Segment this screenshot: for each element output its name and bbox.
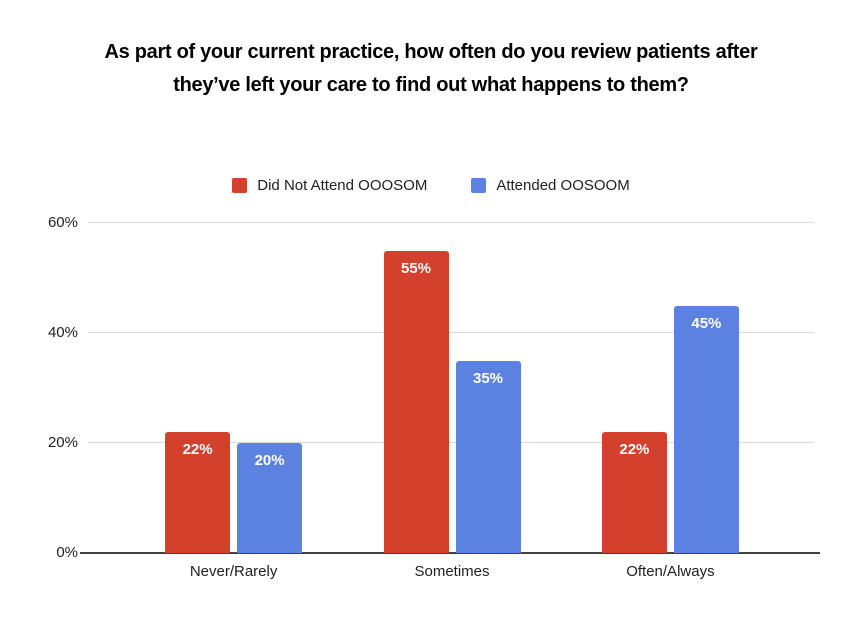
y-axis: 0% 20% 40% 60% [0,0,80,630]
bar-value-label-attended-oosoom-sometimes: 35% [472,369,504,387]
bar-value-label-attended-oosoom-often-always: 45% [691,314,722,332]
y-tick-label-60pct: 60% [47,214,78,231]
bar-value-label-attended-oosoom-never-rarely: 20% [254,452,285,469]
chart-title-line-2: they’ve left your care to find out what … [173,74,689,96]
bar-value-label-did-not-attend-ooosom-never-rarely: 22% [182,441,213,458]
x-axis-line [80,552,820,554]
gridline-40pct [88,332,814,333]
plot-area: 22% 20% Never/Rarely 55% 35% Sometimes 22% 45% O… [80,205,820,580]
legend-item-did-not-attend-ooosom: Did Not Attend OOOSOM [232,177,427,194]
x-category-label-never-rarely: Never/Rarely [189,563,278,580]
bar-did-not-attend-ooosom-often-always: 22% [601,432,667,553]
gridline-60pct [88,222,814,223]
legend-label: Attended OOSOOM [496,176,630,194]
bar-value-label-did-not-attend-ooosom-often-always: 22% [619,441,650,458]
y-tick-label-20pct: 20% [47,434,78,451]
x-category-label-often-always: Often/Always [626,563,715,580]
y-tick-label-40pct: 40% [47,324,78,341]
chart-legend: Did Not Attend OOOSOM Attended OOSOOM [0,172,862,198]
bar-attended-oosoom-sometimes: 35% [455,360,521,553]
chart-title-line-1: As part of your current practice, how of… [104,41,758,63]
bar-attended-oosoom-often-always: 45% [673,305,739,553]
bar-attended-oosoom-never-rarely: 20% [237,443,303,553]
gridline-20pct [88,442,814,443]
legend-item-attended-oosoom: Attended OOSOOM [471,176,630,194]
chart-title: As part of your current practice, how of… [20,36,842,102]
bar-value-label-did-not-attend-ooosom-sometimes: 55% [400,259,432,277]
y-tick-label-0pct: 0% [56,544,78,561]
x-category-label-sometimes: Sometimes [414,563,490,580]
bar-did-not-attend-ooosom-sometimes: 55% [383,250,449,553]
bar-did-not-attend-ooosom-never-rarely: 22% [165,432,231,553]
legend-swatch-icon [471,177,487,193]
legend-swatch-icon [232,177,248,193]
legend-label: Did Not Attend OOOSOM [257,176,428,194]
